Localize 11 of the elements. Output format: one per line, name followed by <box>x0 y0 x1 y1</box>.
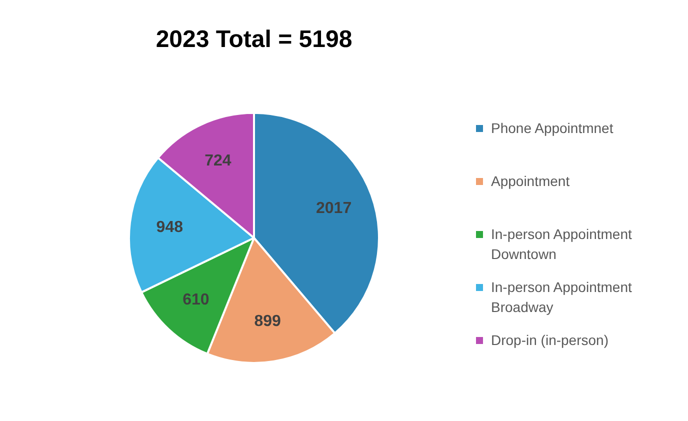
data-label: 2017 <box>316 200 352 218</box>
data-label: 948 <box>156 218 184 236</box>
data-label: 724 <box>204 152 232 170</box>
legend-label: Drop-in (in-person) <box>491 331 610 350</box>
legend-label: Phone Appointmnet <box>491 119 614 138</box>
legend-label: Appointment <box>491 172 571 191</box>
data-label: 610 <box>182 291 210 308</box>
legend-label: In-person Appointment Downtown <box>491 225 633 264</box>
data-label: 899 <box>254 313 281 330</box>
chart-title: 2023 Total = 5198 <box>156 26 352 54</box>
legend-label: In-person Appointment Broadway <box>491 278 633 317</box>
